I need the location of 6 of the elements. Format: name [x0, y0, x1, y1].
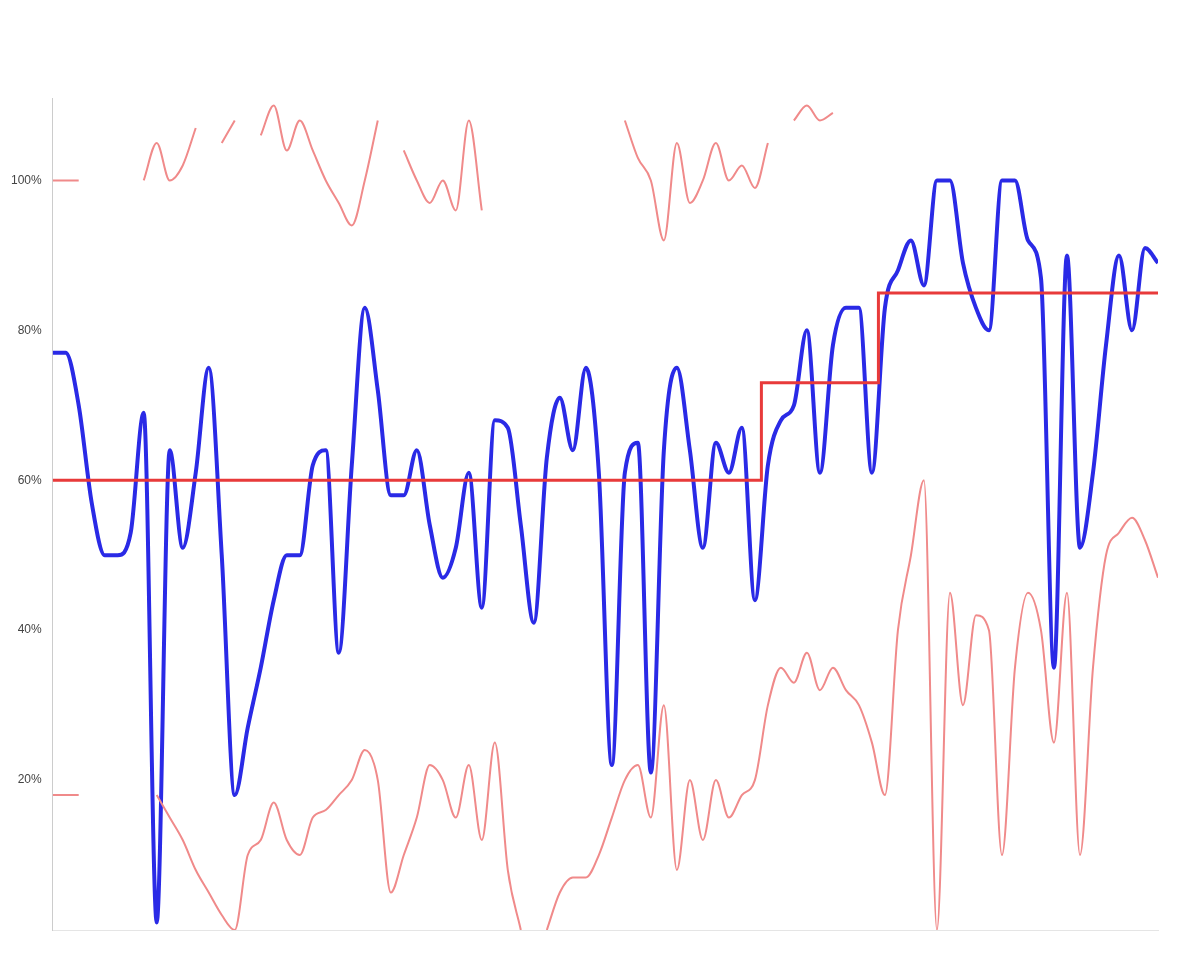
- y-tick-label: 100%: [10, 172, 43, 187]
- line-series: [52, 178, 1158, 925]
- y-tick-label: 80%: [17, 322, 43, 337]
- y-tick-label: 20%: [17, 772, 43, 787]
- y-tick-label: 40%: [17, 622, 43, 637]
- y-tick-label: 60%: [17, 472, 43, 487]
